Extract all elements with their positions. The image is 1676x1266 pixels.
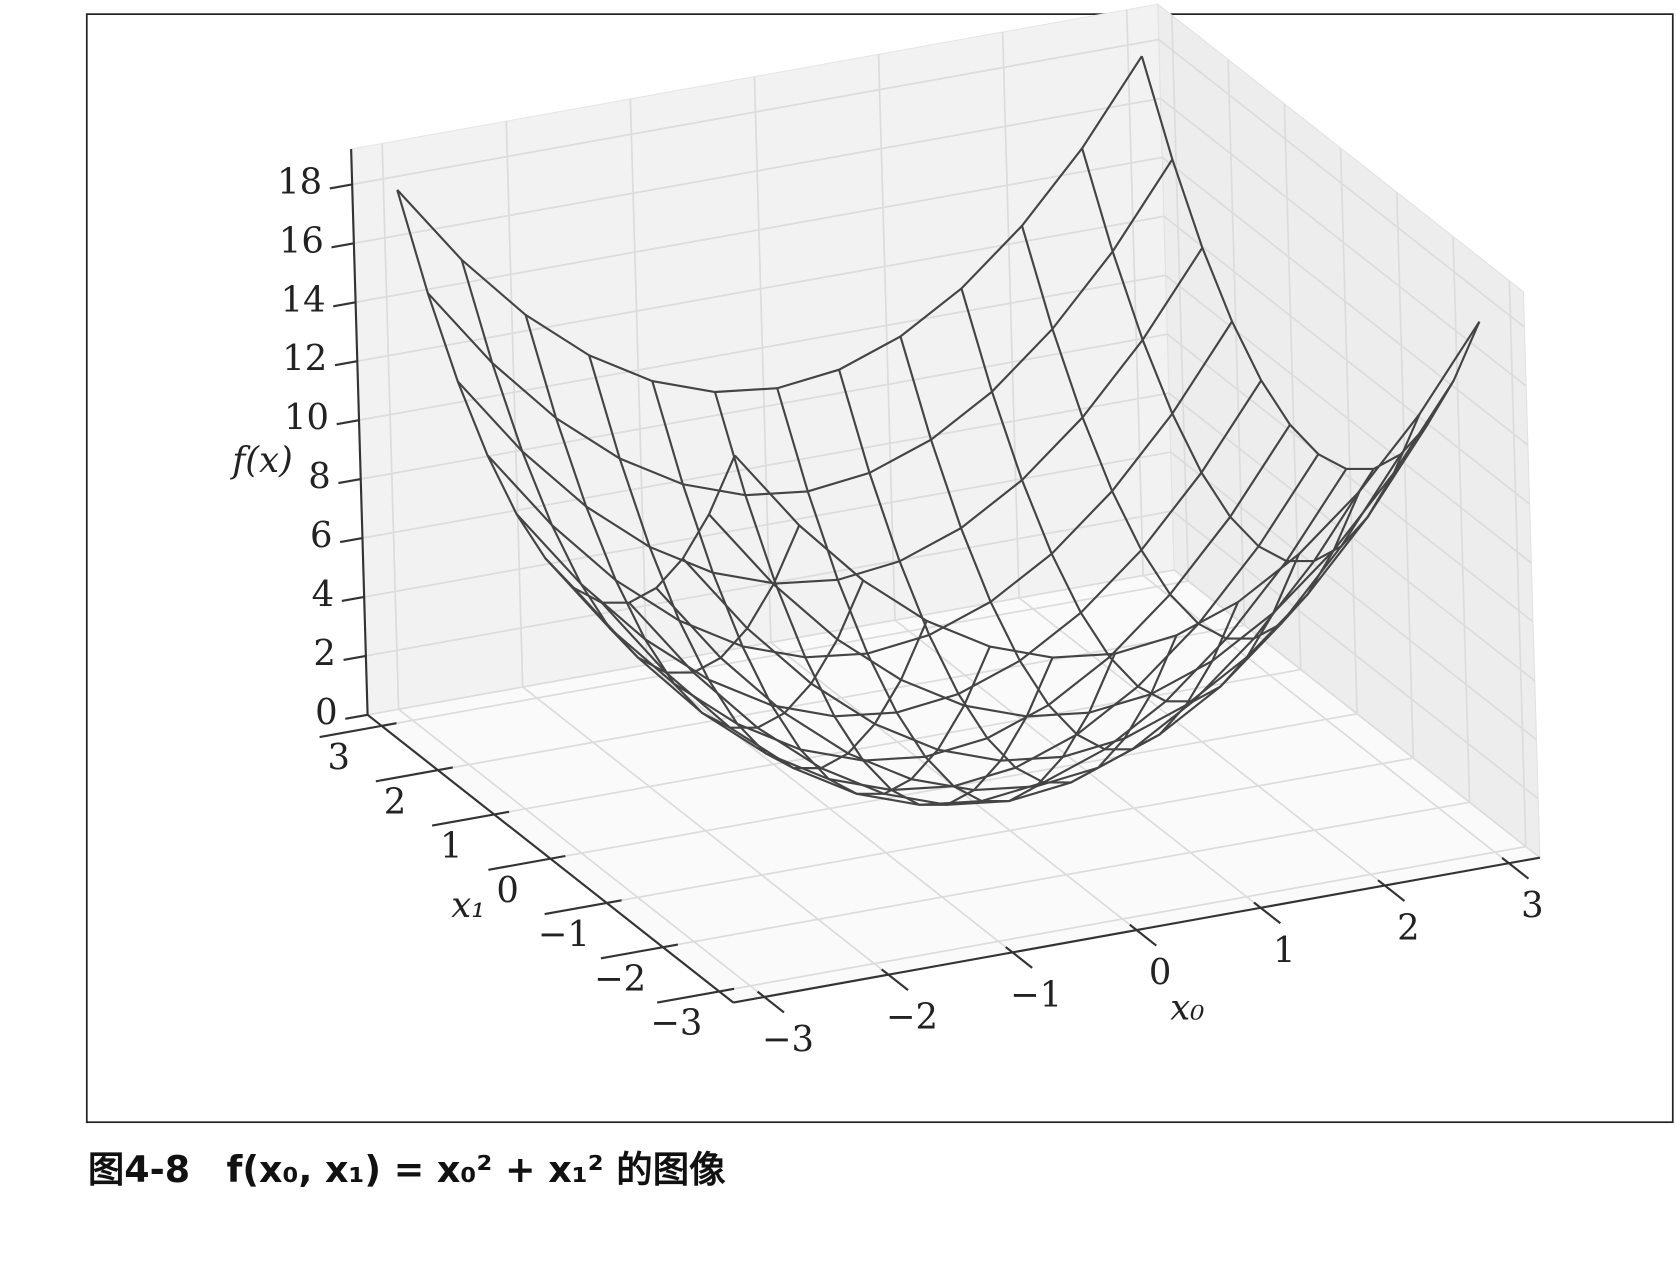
axes: −3−2−10123−3−2−10123024681012141618x₀x₁f… — [229, 149, 1544, 1060]
z-tick-label: 10 — [284, 397, 329, 438]
y-tick-label: 0 — [496, 870, 519, 911]
caption: 图4-8 f(x₀, x₁) = x₀² + x₁² 的图像 — [88, 1148, 726, 1191]
x-tick-label: 0 — [1149, 952, 1172, 993]
z-tick-label: 8 — [308, 456, 331, 497]
tick-mark — [338, 478, 361, 485]
x-tick-label: 1 — [1273, 930, 1296, 971]
grid-line — [1171, 510, 1539, 800]
tick-mark — [331, 242, 355, 249]
grid-line — [1170, 451, 1537, 741]
grid-line — [494, 668, 1301, 816]
x-tick-label: −1 — [1010, 974, 1062, 1015]
grid-line — [1165, 274, 1532, 564]
grid-line — [1159, 97, 1527, 387]
mesh-column — [838, 369, 1178, 784]
grid-line — [719, 845, 1526, 993]
z-tick-label: 12 — [282, 338, 327, 379]
y-tick-label: −1 — [538, 914, 590, 955]
mesh-column — [960, 288, 1300, 703]
grid-line — [364, 451, 1171, 598]
tick-mark — [756, 990, 785, 1014]
tick-mark — [336, 419, 360, 426]
y-tick-label: 1 — [440, 826, 463, 867]
tick-mark — [333, 301, 356, 308]
x-tick-label: 2 — [1397, 908, 1420, 949]
z-tick-label: 4 — [312, 574, 335, 615]
x-tick-label: −2 — [886, 997, 938, 1038]
mesh-column — [651, 380, 991, 795]
mesh-column — [1020, 225, 1361, 640]
tick-mark — [345, 713, 368, 720]
mesh-column — [1140, 55, 1481, 471]
grid-line — [360, 333, 1168, 480]
y-axis-label: x₁ — [451, 885, 485, 926]
tick-mark — [1005, 946, 1033, 969]
grid-line — [606, 757, 1414, 904]
tick-mark — [339, 536, 363, 544]
tick-mark — [544, 899, 622, 916]
mesh-column — [460, 259, 801, 674]
tick-mark — [329, 183, 353, 190]
mesh-column — [776, 387, 1116, 803]
z-tick-label: 2 — [313, 633, 336, 674]
mesh-column — [524, 314, 865, 729]
tick-mark — [375, 766, 453, 783]
grid-line — [355, 156, 1163, 304]
tick-mark — [600, 943, 679, 960]
tick-mark — [1377, 879, 1406, 902]
y-tick-label: −3 — [650, 1003, 702, 1044]
z-tick-label: 14 — [281, 279, 326, 320]
mesh-column — [899, 336, 1240, 751]
grid-line — [662, 801, 1470, 949]
y-tick-label: 3 — [328, 737, 351, 778]
z-tick-label: 18 — [277, 161, 322, 202]
z-tick-label: 0 — [315, 692, 338, 733]
grid-line — [1158, 38, 1525, 328]
grid-line — [357, 215, 1165, 363]
tick-mark — [1253, 901, 1282, 925]
grid-line — [1166, 333, 1534, 623]
grid-line — [358, 274, 1166, 421]
z-axis-label: f(x) — [229, 440, 293, 481]
tick-mark — [334, 360, 358, 367]
grid-line — [352, 38, 1159, 186]
x-axis-label: x₀ — [1170, 988, 1204, 1029]
tick-mark — [343, 654, 367, 661]
mesh-column — [396, 189, 736, 604]
tick-mark — [319, 722, 397, 739]
tick-mark — [656, 987, 735, 1004]
z-tick-label: 16 — [279, 220, 324, 261]
grid-line — [362, 392, 1170, 539]
x-tick-label: 3 — [1521, 885, 1544, 926]
mesh-column — [588, 355, 928, 770]
z-tick-label: 6 — [310, 515, 333, 556]
grid-line — [1161, 156, 1529, 446]
y-tick-label: −2 — [594, 958, 646, 999]
tick-mark — [488, 854, 566, 871]
grid-line — [437, 624, 1245, 772]
grid-line — [367, 569, 1175, 716]
tick-mark — [1501, 857, 1530, 880]
tick-mark — [880, 968, 909, 991]
x-tick-label: −3 — [762, 1019, 814, 1060]
grid — [352, 9, 1541, 998]
mesh-column — [1081, 148, 1421, 563]
grid-line — [353, 97, 1161, 245]
grid-line — [1163, 215, 1531, 505]
tick-mark — [431, 810, 510, 827]
tick-mark — [1129, 923, 1157, 947]
mesh-column — [713, 391, 1054, 806]
y-tick-label: 2 — [384, 781, 407, 822]
grid-line — [1173, 569, 1541, 859]
surface-mesh — [396, 55, 1481, 806]
tick-mark — [341, 595, 365, 603]
